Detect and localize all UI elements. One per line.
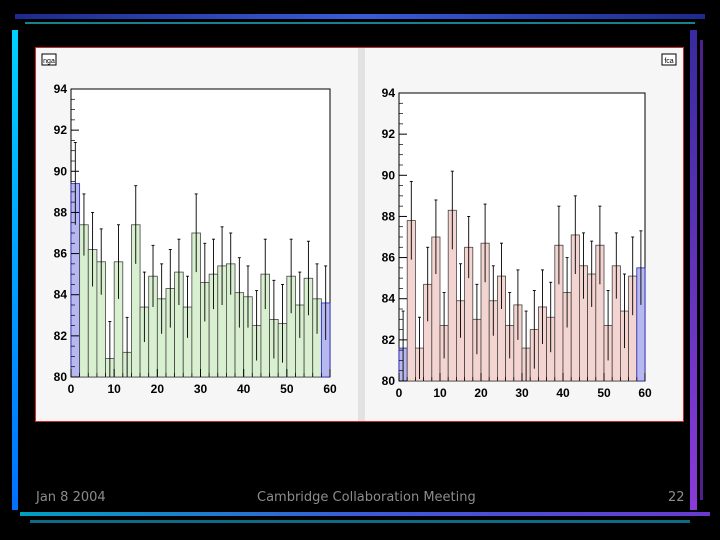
x-tick-label: 60 (323, 382, 337, 396)
x-tick-label: 0 (396, 386, 403, 400)
y-tick-label: 80 (382, 374, 396, 388)
y-tick-label: 82 (54, 329, 68, 343)
pad-tag-label: nga (43, 58, 55, 65)
x-tick-label: 50 (597, 386, 611, 400)
footer-title: Cambridge Collaboration Meeting (257, 490, 476, 505)
y-tick-label: 86 (54, 247, 68, 261)
x-tick-label: 50 (280, 382, 294, 396)
pad-separator (358, 48, 365, 421)
y-tick-label: 88 (382, 209, 396, 223)
chart-panel: nga 80 82 84 86 88 90 92 94 0 10 20 30 40 50 60 fca 80 82 8… (35, 47, 684, 422)
x-tick-label: 30 (194, 382, 208, 396)
pad-tag-box (41, 53, 57, 66)
y-tick-label: 90 (382, 168, 396, 182)
pad-tag-box (661, 53, 677, 66)
footer-date: Jan 8 2004 (36, 490, 106, 505)
footer-page-number: 22 (668, 490, 685, 505)
x-tick-label: 20 (151, 382, 165, 396)
chart-fca: fca 80 82 84 86 88 90 92 94 0 10 20 30 40 50 60 (382, 53, 677, 400)
y-tick-label: 80 (54, 370, 68, 384)
x-tick-label: 10 (107, 382, 121, 396)
x-tick-label: 40 (556, 386, 570, 400)
top-frame-bar (15, 14, 705, 19)
x-tick-label: 0 (68, 382, 75, 396)
right-frame-bar-inner (700, 40, 703, 500)
top-frame-bar-inner (25, 22, 695, 24)
y-tick-label: 82 (382, 333, 396, 347)
y-tick-label: 84 (54, 288, 68, 302)
y-tick-label: 92 (382, 127, 396, 141)
right-frame-bar (690, 30, 697, 510)
x-tick-label: 60 (638, 386, 652, 400)
x-tick-label: 40 (237, 382, 251, 396)
pad-tag-fca: fca (661, 53, 677, 66)
x-tick-label: 30 (515, 386, 529, 400)
y-tick-label: 88 (54, 205, 68, 219)
y-tick-label: 86 (382, 251, 396, 265)
y-tick-label: 94 (54, 82, 68, 96)
x-tick-label: 20 (474, 386, 488, 400)
bottom-frame-bar-inner (30, 520, 690, 523)
y-tick-label: 94 (382, 86, 396, 100)
chart-nga: nga 80 82 84 86 88 90 92 94 0 10 20 30 40 50 60 (41, 53, 337, 396)
y-tick-label: 84 (382, 292, 396, 306)
pad-tag-nga: nga (41, 53, 57, 66)
pad-tag-label: fca (664, 58, 673, 65)
charts-canvas: nga 80 82 84 86 88 90 92 94 0 10 20 30 40 50 60 fca 80 82 8… (41, 48, 677, 421)
y-tick-label: 90 (54, 164, 68, 178)
x-tick-label: 10 (433, 386, 447, 400)
left-frame-bar (12, 30, 18, 510)
y-tick-label: 92 (54, 123, 68, 137)
bottom-frame-bar (20, 512, 710, 516)
